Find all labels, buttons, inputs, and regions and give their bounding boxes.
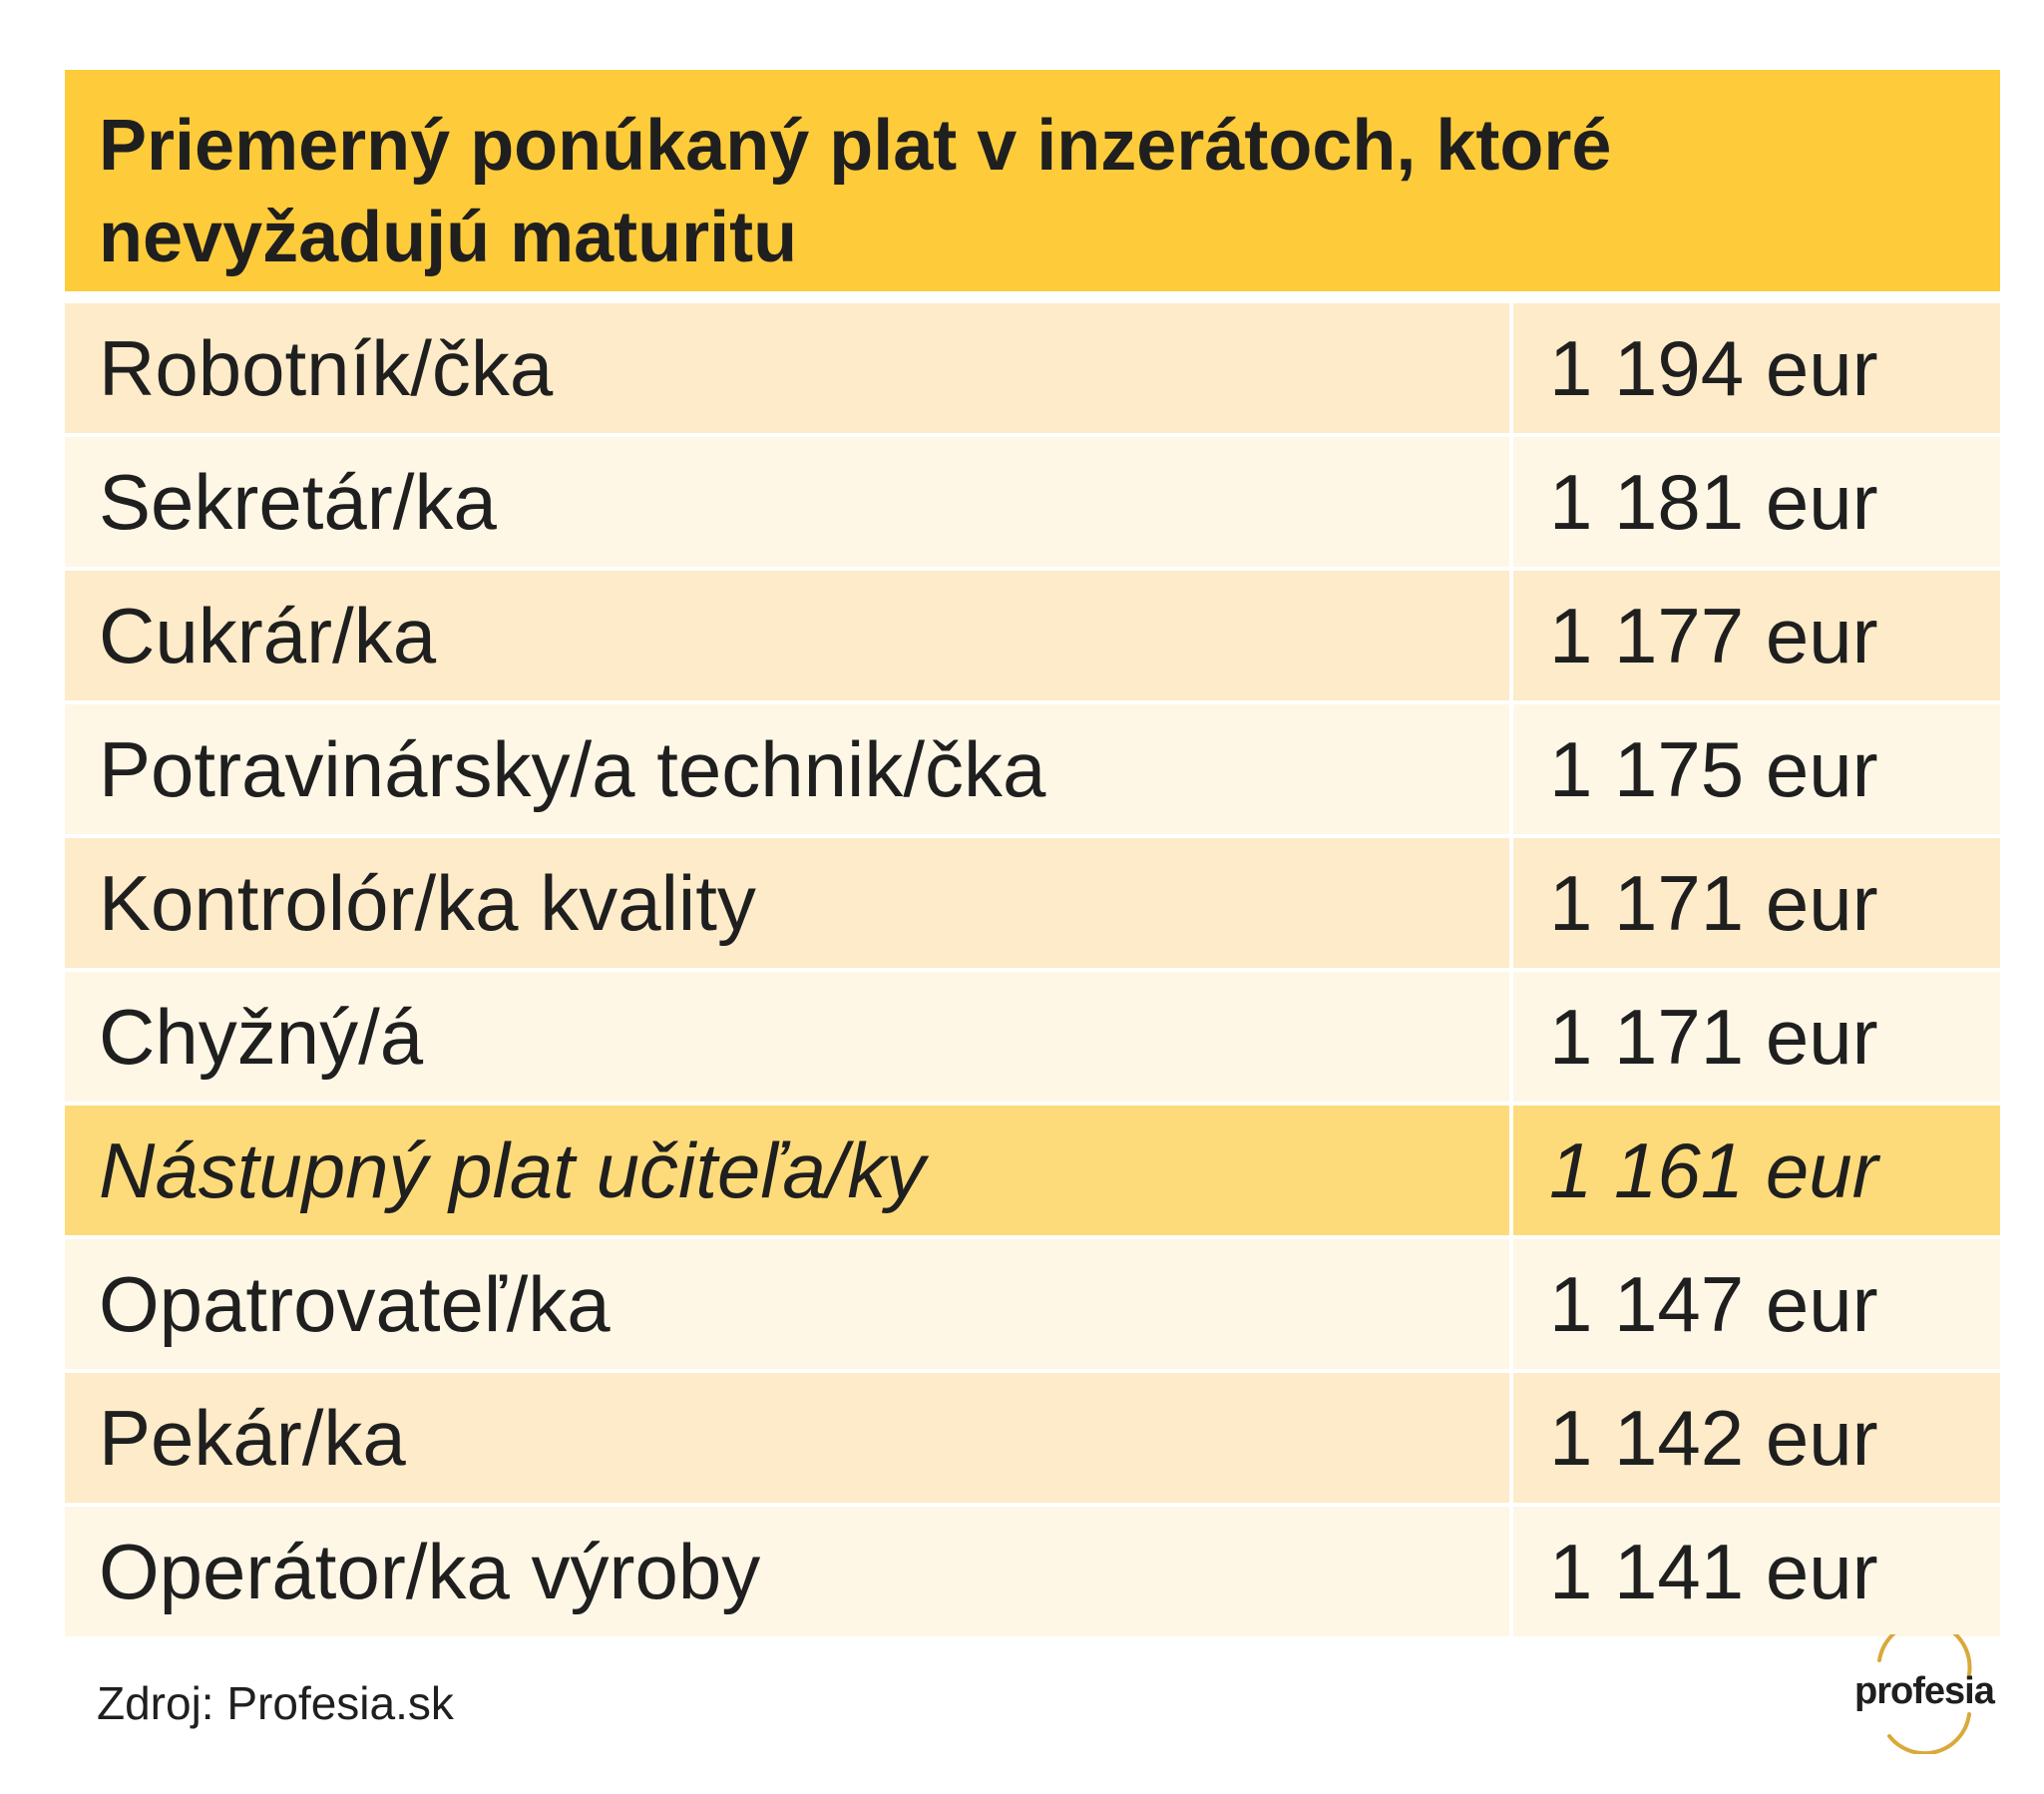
salary-value: 1 161 eur	[1513, 1106, 2000, 1235]
job-name: Operátor/ka výroby	[65, 1507, 1509, 1636]
table-row: Pekár/ka 1 142 eur	[65, 1373, 2000, 1503]
job-name: Pekár/ka	[65, 1373, 1509, 1503]
job-name: Sekretár/ka	[65, 437, 1509, 567]
job-name: Robotník/čka	[65, 303, 1509, 433]
salary-value: 1 147 eur	[1513, 1239, 2000, 1369]
job-name: Nástupný plat učiteľa/ky	[65, 1106, 1509, 1235]
logo-arc-icon	[1877, 1634, 1972, 1754]
job-name: Chyžný/á	[65, 972, 1509, 1102]
table-row: Operátor/ka výroby 1 141 eur	[65, 1507, 2000, 1636]
table-row: Kontrolór/ka kvality 1 171 eur	[65, 838, 2000, 968]
salary-value: 1 171 eur	[1513, 972, 2000, 1102]
salary-value: 1 177 eur	[1513, 571, 2000, 700]
table-row: Opatrovateľ/ka 1 147 eur	[65, 1239, 2000, 1369]
salary-value: 1 181 eur	[1513, 437, 2000, 567]
salary-value: 1 141 eur	[1513, 1507, 2000, 1636]
salary-table: Priemerný ponúkaný plat v inzerátoch, kt…	[65, 70, 2000, 1636]
table-row: Chyžný/á 1 171 eur	[65, 972, 2000, 1102]
table-body: Robotník/čka 1 194 eur Sekretár/ka 1 181…	[65, 303, 2000, 1636]
table-row-highlighted: Nástupný plat učiteľa/ky 1 161 eur	[65, 1106, 2000, 1235]
salary-value: 1 142 eur	[1513, 1373, 2000, 1503]
job-name: Opatrovateľ/ka	[65, 1239, 1509, 1369]
logo-wordmark: profesia	[1854, 1670, 1995, 1712]
salary-value: 1 171 eur	[1513, 838, 2000, 968]
table-title: Priemerný ponúkaný plat v inzerátoch, kt…	[65, 70, 2000, 291]
job-name: Kontrolór/ka kvality	[65, 838, 1509, 968]
table-row: Cukrár/ka 1 177 eur	[65, 571, 2000, 700]
salary-value: 1 194 eur	[1513, 303, 2000, 433]
salary-value: 1 175 eur	[1513, 704, 2000, 834]
job-name: Potravinársky/a technik/čka	[65, 704, 1509, 834]
profesia-logo: profesia	[1849, 1634, 1995, 1754]
table-row: Robotník/čka 1 194 eur	[65, 303, 2000, 433]
source-note: Zdroj: Profesia.sk	[97, 1677, 454, 1729]
table-row: Sekretár/ka 1 181 eur	[65, 437, 2000, 567]
table-row: Potravinársky/a technik/čka 1 175 eur	[65, 704, 2000, 834]
job-name: Cukrár/ka	[65, 571, 1509, 700]
